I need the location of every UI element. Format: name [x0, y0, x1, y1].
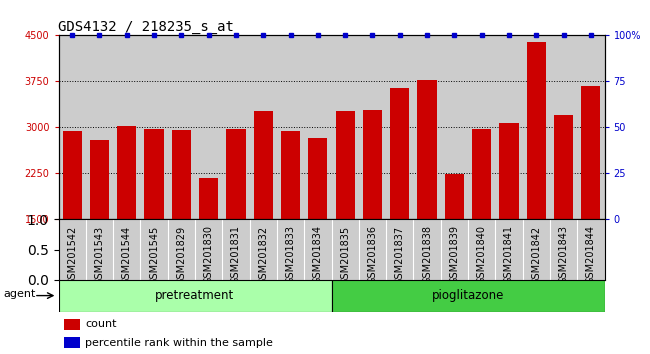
Bar	[445, 174, 464, 219]
Text: pioglitazone: pioglitazone	[432, 289, 504, 302]
Text: GSM201838: GSM201838	[422, 225, 432, 285]
Text: count: count	[85, 319, 116, 330]
Text: GSM201542: GSM201542	[67, 225, 77, 285]
Text: GSM201841: GSM201841	[504, 225, 514, 285]
Bar	[62, 131, 82, 219]
Bar	[363, 110, 382, 219]
Bar	[281, 131, 300, 219]
Text: GSM201836: GSM201836	[367, 225, 378, 285]
Text: pretreatment: pretreatment	[155, 289, 235, 302]
Text: GSM201833: GSM201833	[285, 225, 296, 285]
Text: GSM201543: GSM201543	[94, 225, 105, 285]
Bar	[58, 280, 332, 312]
Bar	[332, 280, 604, 312]
Text: GSM201831: GSM201831	[231, 225, 241, 285]
Bar	[90, 140, 109, 219]
Text: percentile rank within the sample: percentile rank within the sample	[85, 338, 273, 348]
Bar	[199, 178, 218, 219]
Bar	[499, 122, 519, 219]
Bar	[417, 80, 437, 219]
Bar	[581, 86, 601, 219]
Text: GSM201835: GSM201835	[340, 225, 350, 285]
Text: GSM201545: GSM201545	[149, 225, 159, 285]
Text: GSM201544: GSM201544	[122, 225, 132, 285]
Text: GSM201839: GSM201839	[449, 225, 460, 285]
Bar	[172, 130, 191, 219]
Text: GSM201830: GSM201830	[203, 225, 214, 285]
Text: GSM201840: GSM201840	[476, 225, 487, 285]
Bar	[117, 126, 136, 219]
Text: GDS4132 / 218235_s_at: GDS4132 / 218235_s_at	[58, 21, 235, 34]
Bar	[144, 129, 164, 219]
Text: GSM201834: GSM201834	[313, 225, 323, 285]
Bar	[254, 112, 273, 219]
Text: GSM201842: GSM201842	[531, 225, 541, 285]
Bar	[554, 115, 573, 219]
Bar	[390, 87, 410, 219]
Bar	[308, 138, 328, 219]
Bar	[472, 129, 491, 219]
Text: GSM201829: GSM201829	[176, 225, 187, 285]
Bar	[64, 337, 80, 348]
Bar	[64, 319, 80, 330]
Text: agent: agent	[3, 289, 35, 299]
Bar	[335, 111, 355, 219]
Text: GSM201832: GSM201832	[258, 225, 268, 285]
Text: GSM201837: GSM201837	[395, 225, 405, 285]
Bar	[226, 129, 246, 219]
Bar	[526, 41, 546, 219]
Text: GSM201843: GSM201843	[558, 225, 569, 285]
Text: GSM201844: GSM201844	[586, 225, 596, 285]
